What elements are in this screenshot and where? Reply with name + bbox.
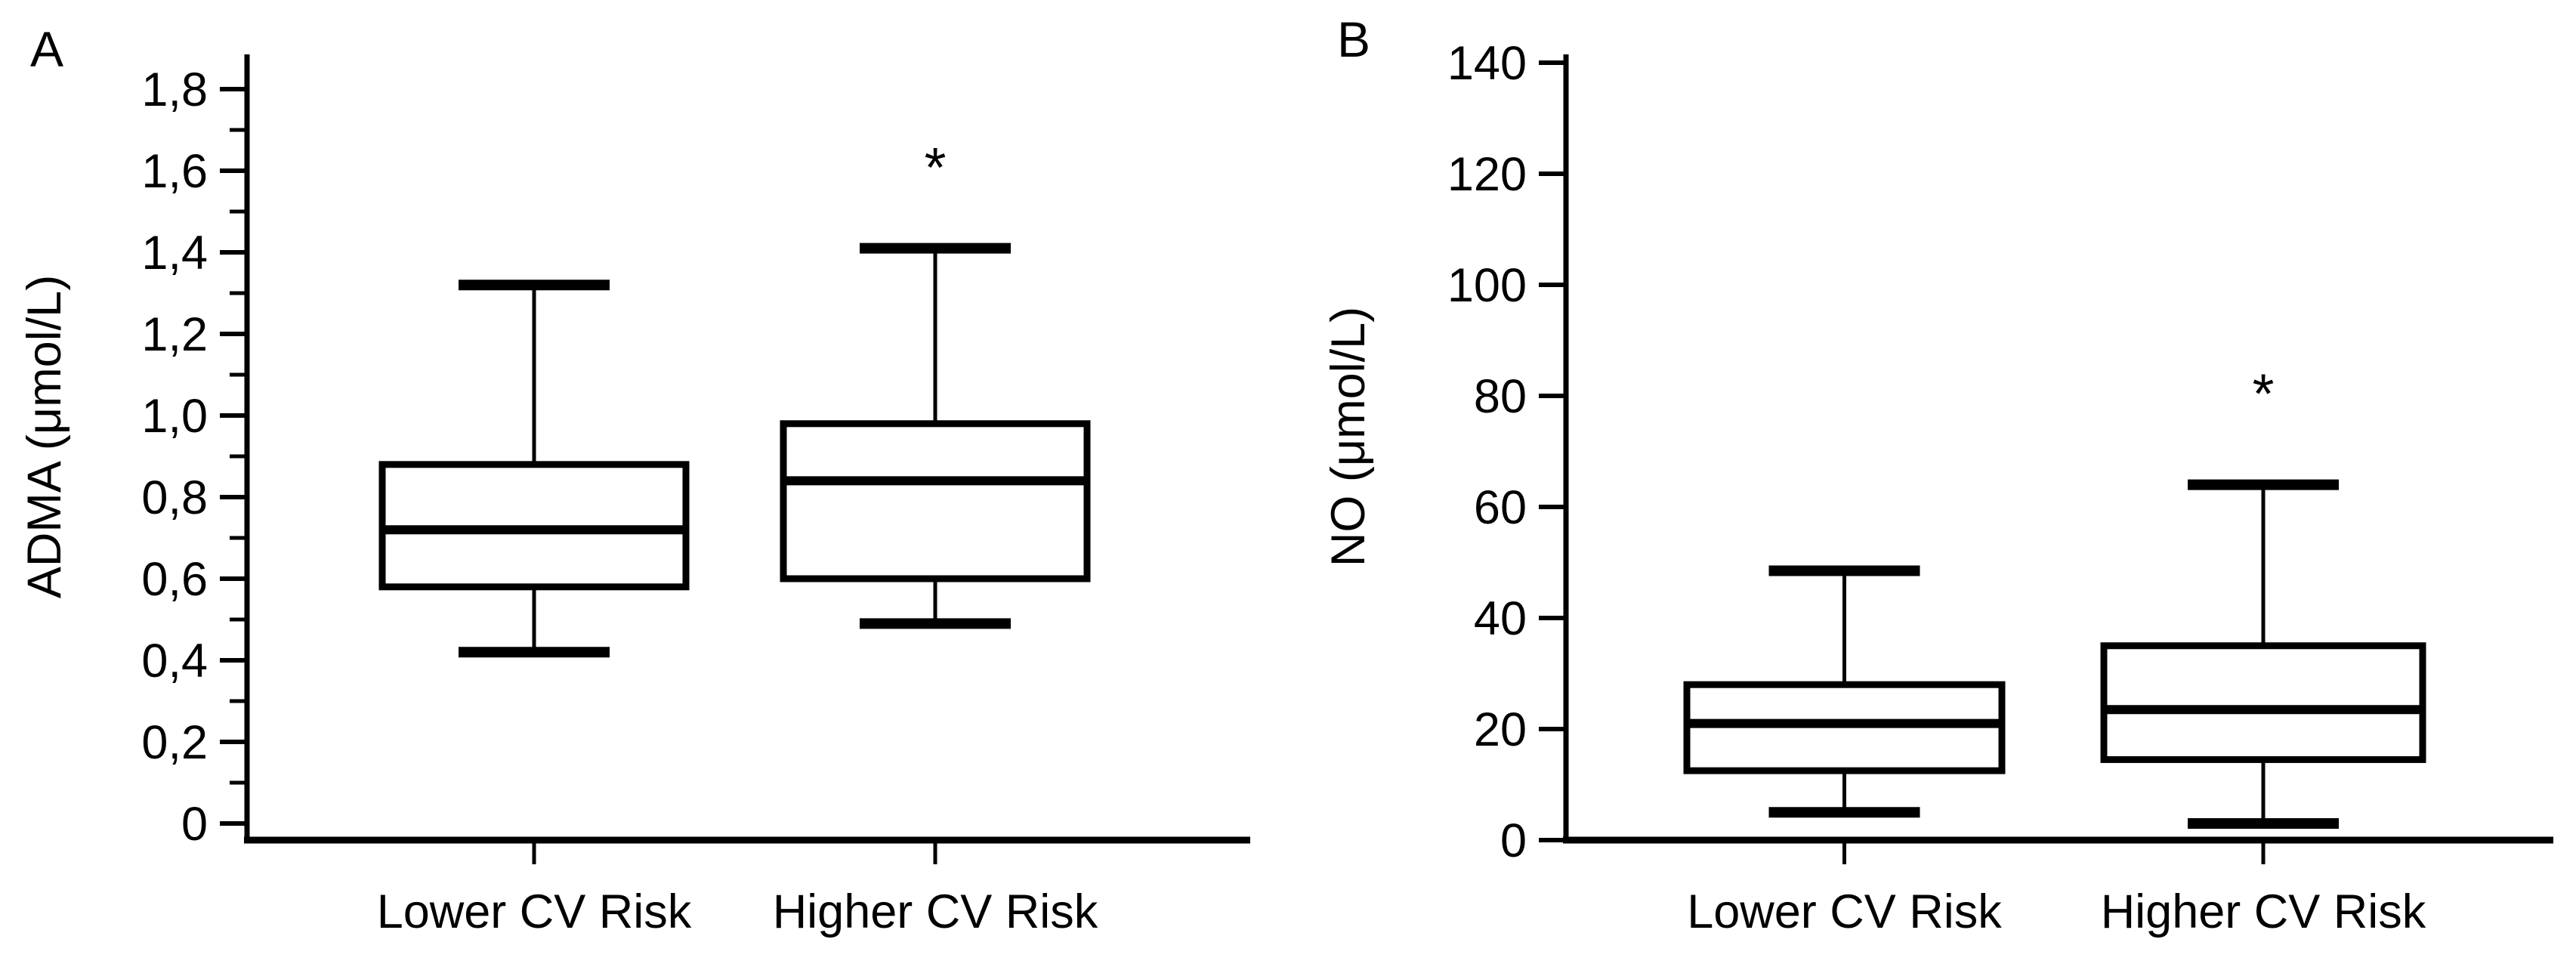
panel-letter: A [30,21,63,77]
y-axis-tick-label: 120 [1447,148,1527,201]
y-axis-tick-label: 0 [181,798,208,851]
box-series-higher-cv-risk: Higher CV Risk * [773,136,1098,938]
panel-a: A 0 0,2 0,4 0,6 0,8 1,0 1,2 1,4 1,6 1,8 Lower CV Ri… [18,21,1250,938]
iqr-box [2100,642,2426,763]
y-axis-tick-label: 0,8 [141,471,208,524]
y-axis-tick-label: 0,4 [141,635,208,687]
significance-asterisk: * [925,136,947,199]
category-label: Higher CV Risk [773,885,1098,938]
category-label: Higher CV Risk [2101,885,2426,938]
y-axis-title: NO (μmol/L) [1322,307,1375,567]
y-axis-tick-label: 1,0 [141,390,208,443]
panel-letter: B [1337,11,1370,67]
y-axis-tick-label: 0,2 [141,716,208,769]
y-axis-tick-label: 40 [1474,592,1527,645]
y-axis-tick-label: 60 [1474,481,1527,534]
box-series-lower-cv-risk: Lower CV Risk [1683,565,2006,938]
y-axis-tick-label: 0 [1500,814,1527,867]
y-axis-tick-label: 80 [1474,370,1527,423]
y-axis-tick-label: 1,8 [141,63,208,116]
category-label: Lower CV Risk [377,885,692,938]
box-series-lower-cv-risk: Lower CV Risk [377,280,692,938]
y-axis-tick-label: 1,6 [141,145,208,198]
y-axis-tick-label: 1,4 [141,227,208,280]
panel-b: B 0 20 40 60 80 100 120 140 Lower CV Risk Higher C… [1322,11,2553,938]
y-axis-tick-label: 20 [1474,703,1527,756]
category-label: Lower CV Risk [1687,885,2002,938]
iqr-box [780,420,1091,582]
y-axis-tick-label: 0,6 [141,553,208,606]
significance-asterisk: * [2253,362,2275,425]
box-series-higher-cv-risk: Higher CV Risk * [2100,362,2426,938]
y-axis-tick-label: 1,2 [141,308,208,361]
y-axis-tick-label: 140 [1447,37,1527,90]
y-axis-tick-label: 100 [1447,259,1527,312]
y-axis-title: ADMA (μmol/L) [18,275,71,598]
